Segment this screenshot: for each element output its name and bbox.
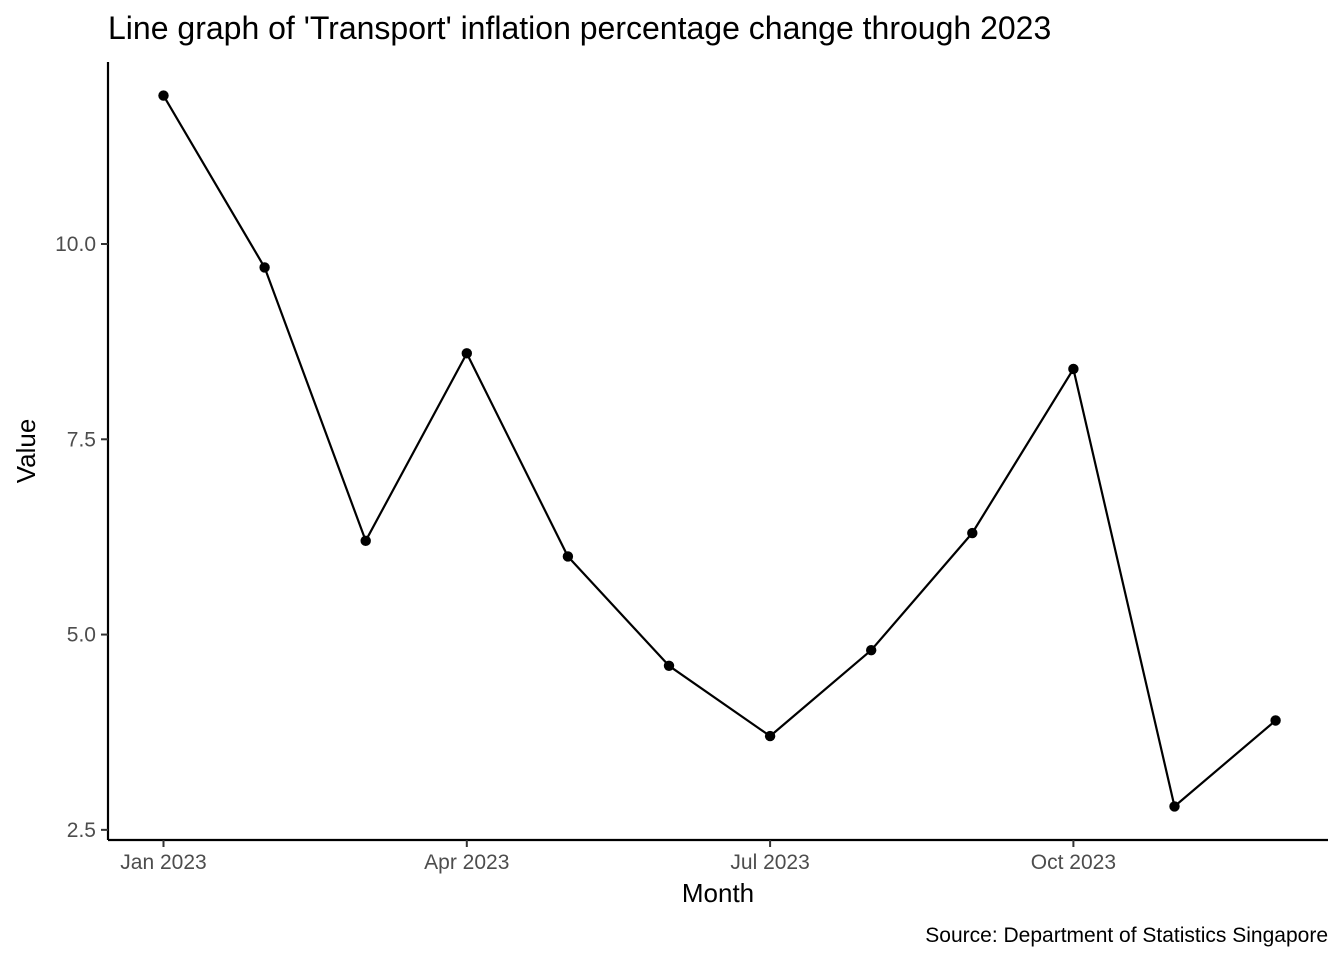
chart-title: Line graph of 'Transport' inflation perc… xyxy=(108,10,1051,46)
data-point-2023-12 xyxy=(1270,715,1281,726)
data-point-2023-01 xyxy=(158,90,169,101)
series-line xyxy=(162,95,1277,808)
x-tick-label: Jan 2023 xyxy=(120,851,206,874)
data-point-2023-02 xyxy=(259,262,270,273)
data-point-2023-11 xyxy=(1169,801,1180,812)
x-tick-label: Oct 2023 xyxy=(1031,851,1116,874)
source-caption: Source: Department of Statistics Singapo… xyxy=(925,924,1328,947)
x-tick-label: Jul 2023 xyxy=(730,851,809,874)
y-tick-label: 5.0 xyxy=(67,624,96,647)
data-point-2023-10 xyxy=(1068,363,1079,375)
y-axis-title: Value xyxy=(11,419,41,484)
data-point-2023-03 xyxy=(360,535,371,547)
y-axis-ticks: 2.5 5.0 7.5 10.0 xyxy=(55,233,108,842)
data-point-2023-06 xyxy=(663,660,675,672)
x-tick-label: Apr 2023 xyxy=(424,851,509,874)
data-point-2023-07 xyxy=(764,730,776,742)
data-point-2023-08 xyxy=(866,644,877,656)
x-axis-ticks: Jan 2023 Apr 2023 Jul 2023 Oct 2023 xyxy=(120,840,1116,874)
axes xyxy=(106,62,1328,842)
data-point-2023-05 xyxy=(562,551,574,562)
y-tick-label: 2.5 xyxy=(67,819,96,842)
series-layer xyxy=(158,90,1281,812)
x-axis-title: Month xyxy=(682,878,754,908)
y-tick-label: 7.5 xyxy=(67,428,96,451)
data-point-2023-09 xyxy=(967,527,978,539)
data-point-2023-04 xyxy=(461,348,472,359)
y-tick-label: 10.0 xyxy=(55,233,96,256)
